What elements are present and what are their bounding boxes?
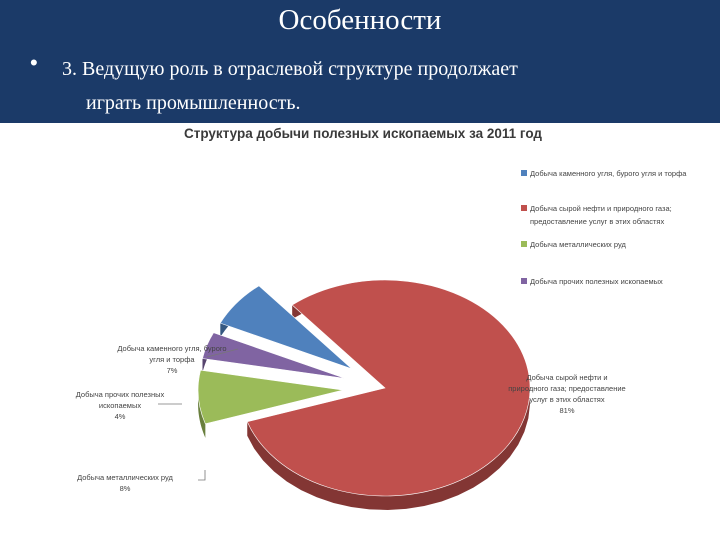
legend-label-4: Добыча прочих полезных ископаемых	[530, 277, 663, 286]
chart-title: Структура добычи полезных ископаемых за …	[184, 126, 542, 141]
data-label-1-line-3: 7%	[167, 366, 178, 375]
data-label-1-line-1: Добыча каменного угля, бурого	[117, 344, 226, 353]
slice-3-top	[197, 369, 344, 425]
bullet-line-1: 3. Ведущую роль в отраслевой структуре п…	[62, 58, 518, 80]
data-label-3-line-1: Добыча металлических руд	[77, 473, 173, 482]
legend-swatch-4	[521, 278, 527, 284]
legend-swatch-3	[521, 241, 527, 247]
legend-label-3: Добыча металлических руд	[530, 240, 626, 249]
legend-label-1: Добыча каменного угля, бурого угля и тор…	[530, 169, 687, 178]
data-label-4-line-1: Добыча прочих полезных	[76, 390, 165, 399]
data-label-2-line-4: 81%	[559, 406, 574, 415]
slice-4-top	[202, 332, 346, 379]
slice-labels: Добыча каменного угля, бурого угля и торф…	[76, 344, 626, 493]
bullet-text: 3. Ведущую роль в отраслевой структуре п…	[62, 52, 692, 120]
data-label-2-line-2: природного газа; предоставление	[508, 384, 625, 393]
leader-line-1	[206, 348, 239, 358]
legend-swatch-2	[521, 205, 527, 211]
slice-2-top	[246, 279, 531, 497]
slice-3-side	[198, 370, 206, 438]
slide-title: Особенности	[278, 4, 442, 36]
data-label-2-line-1: Добыча сырой нефти и	[526, 373, 607, 382]
legend-swatch-1	[521, 170, 527, 176]
bullet-marker: •	[30, 50, 38, 75]
data-label-3-line-2: 8%	[120, 484, 131, 493]
chart-legend: Добыча каменного угля, бурого угля и тор…	[521, 169, 687, 286]
data-label-4-line-2: ископаемых	[99, 401, 141, 410]
data-label-1-line-2: угля и торфа	[149, 355, 195, 364]
slice-1-top	[219, 285, 352, 370]
data-label-2-line-3: услуг в этих областях	[529, 395, 604, 404]
slide-header: Особенности • 3. Ведущую роль в отраслев…	[0, 0, 720, 123]
leader-line-3	[198, 470, 206, 481]
pie-slices	[197, 279, 531, 510]
legend-label-2-line-2: предоставление услуг в этих областях	[530, 217, 664, 226]
bullet-line-2: играть промышленность.	[86, 92, 301, 114]
data-label-4-line-3: 4%	[115, 412, 126, 421]
legend-label-2-line-1: Добыча сырой нефти и природного газа;	[530, 204, 672, 213]
